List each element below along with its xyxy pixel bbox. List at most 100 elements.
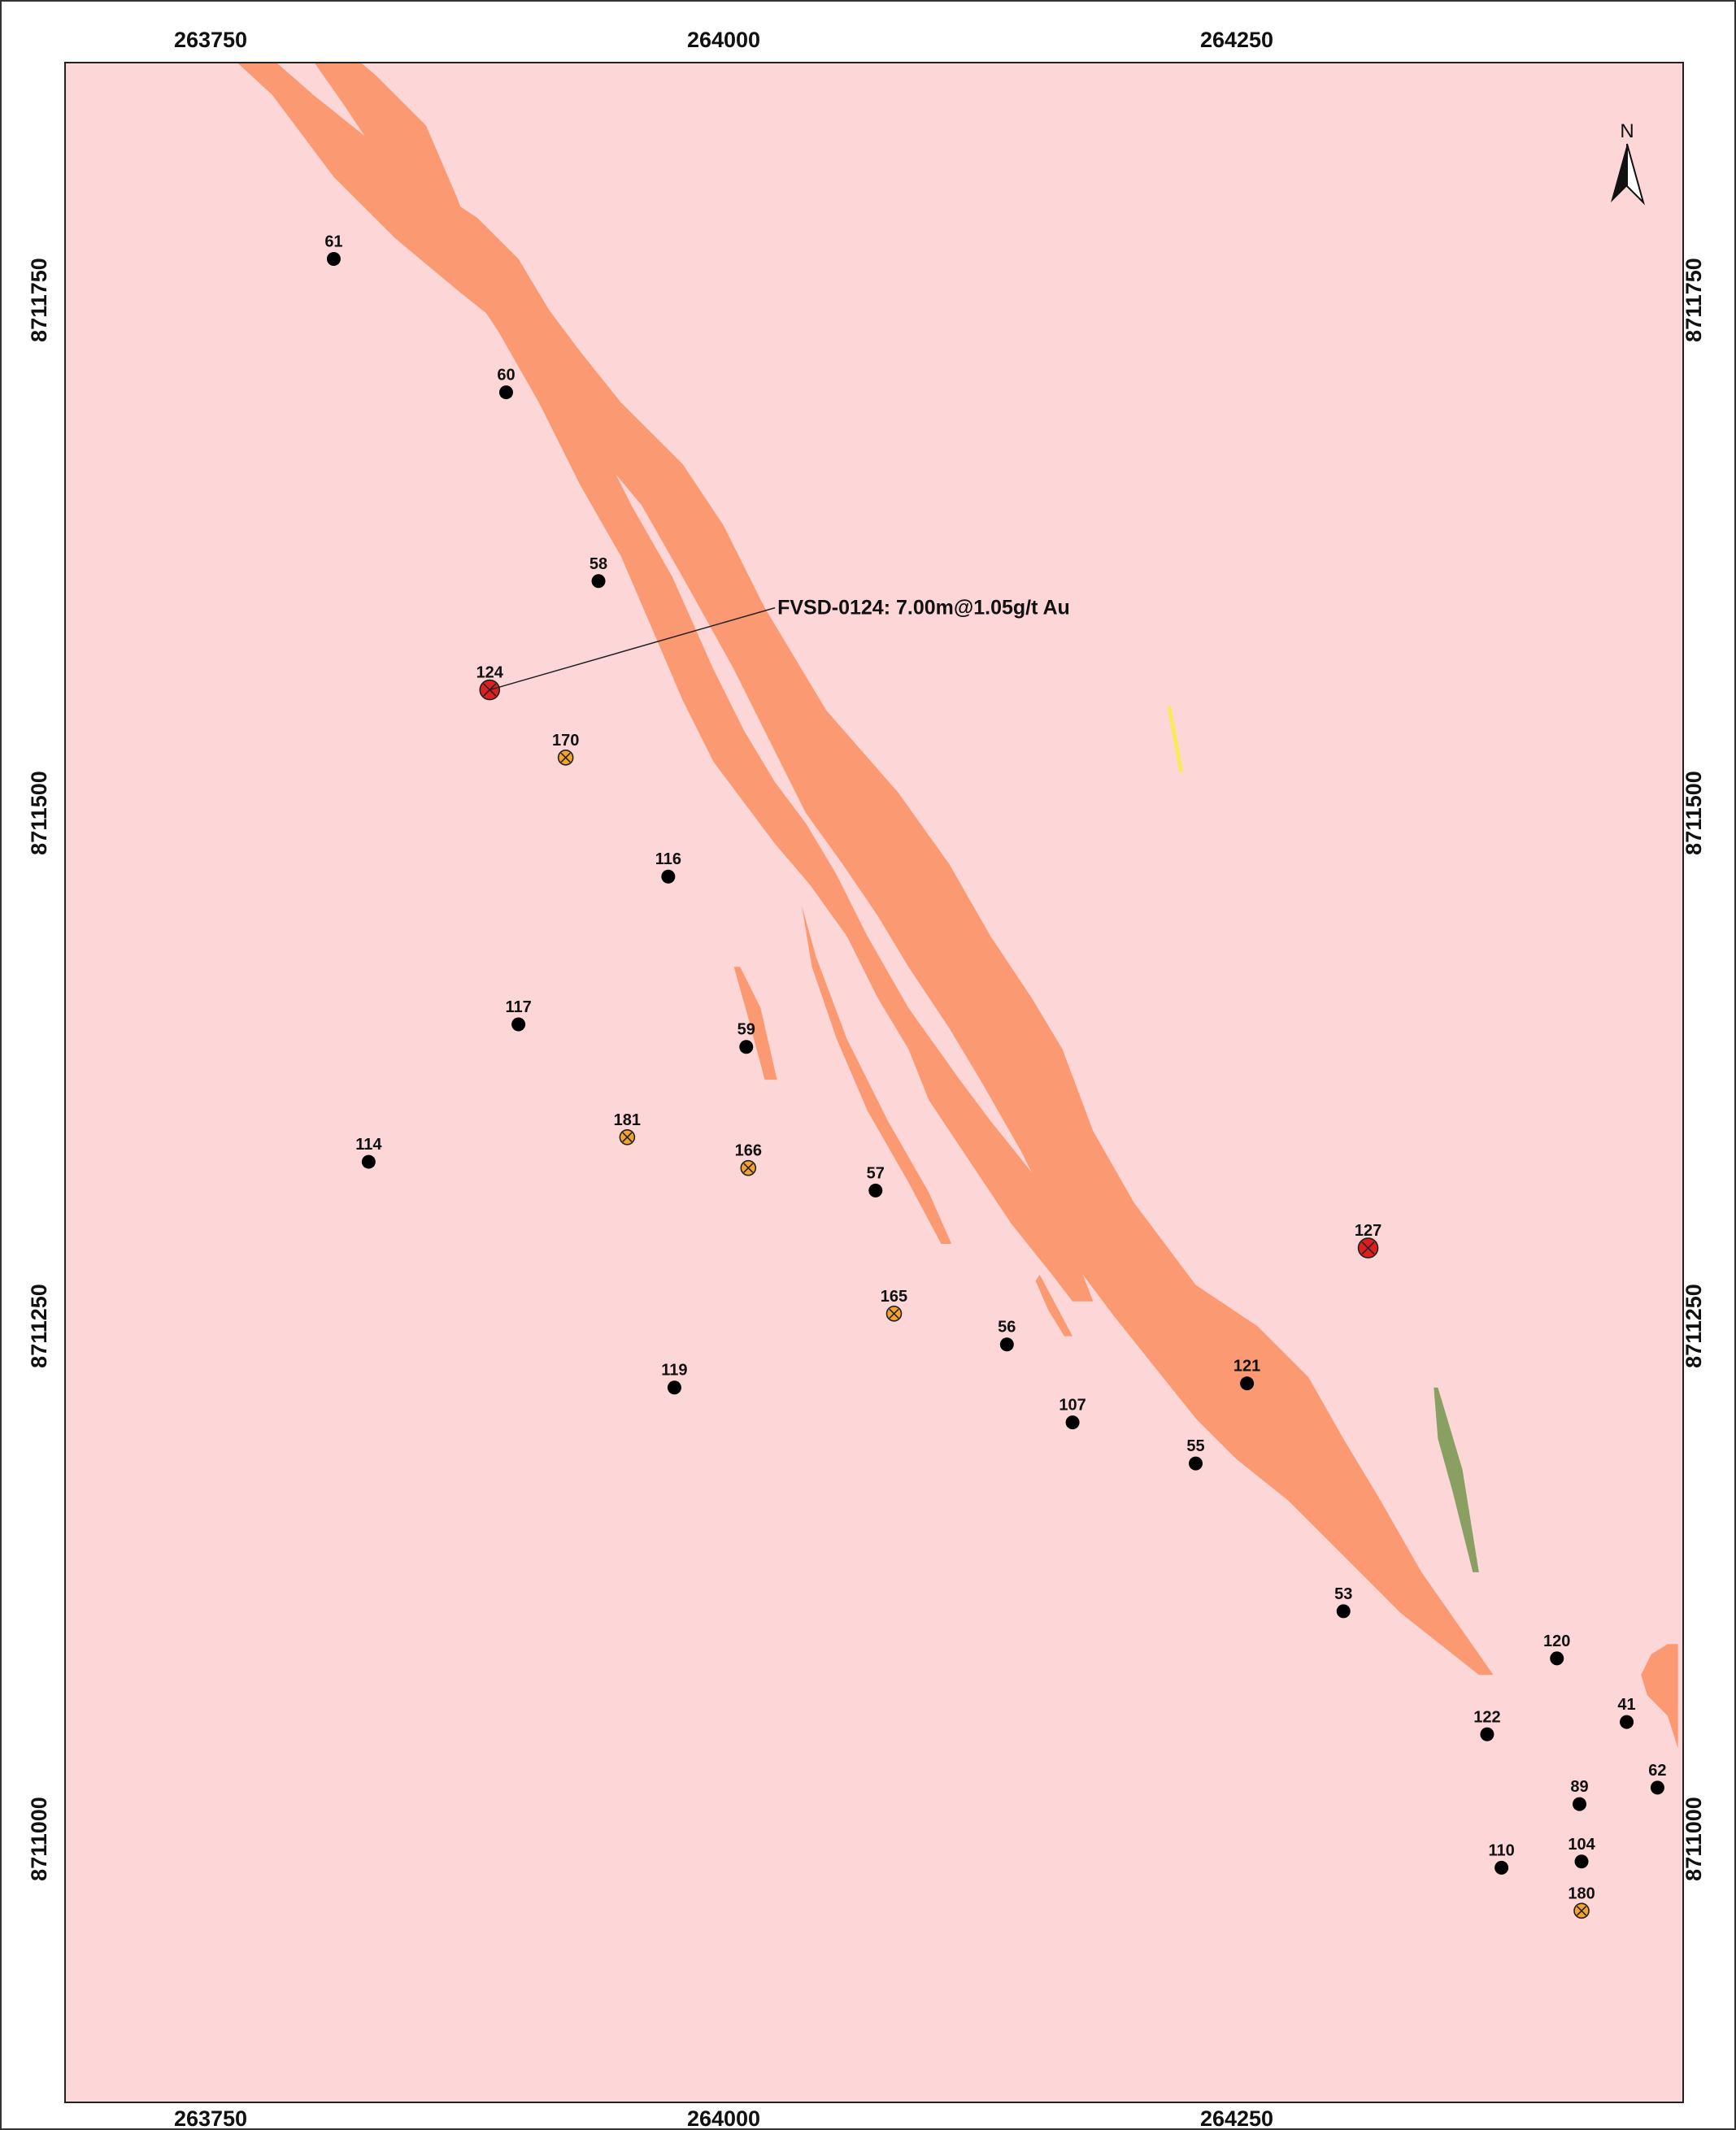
drillhole-label: 121 (1233, 1358, 1260, 1376)
green-unit-1 (1434, 1387, 1479, 1572)
callout-label: FVSD-0124: 7.00m@1.05g/t Au (777, 597, 1070, 619)
drillhole-dot-icon (326, 252, 341, 267)
x-tick-top: 264000 (687, 28, 760, 52)
drillhole-label: 181 (614, 1111, 641, 1129)
drillhole-label: 124 (476, 664, 504, 682)
drillhole-104[interactable]: 104 (1568, 1836, 1596, 1869)
drillhole-label: 89 (1570, 1778, 1588, 1796)
drillhole-121[interactable]: 121 (1233, 1358, 1260, 1391)
drillhole-dot-icon (1620, 1715, 1634, 1729)
callout-leader-line (489, 606, 776, 691)
drillhole-58[interactable]: 58 (590, 555, 607, 589)
drillhole-114[interactable]: 114 (355, 1136, 382, 1169)
mineralized-hole-icon (1357, 1237, 1379, 1258)
drillhole-label: 107 (1059, 1397, 1086, 1415)
x-tick-top: 263750 (174, 28, 247, 52)
drillhole-dot-icon (1574, 1854, 1589, 1869)
drillhole-120[interactable]: 120 (1543, 1632, 1570, 1666)
y-tick-left: 8711750 (27, 258, 51, 342)
drillhole-122[interactable]: 122 (1473, 1708, 1501, 1741)
geology-layer (237, 63, 1678, 1749)
drillhole-dot-icon (1650, 1780, 1664, 1795)
drillhole-60[interactable]: 60 (497, 367, 516, 400)
drillhole-dot-icon (361, 1154, 376, 1169)
drillhole-label: 127 (1355, 1222, 1381, 1240)
drillhole-53[interactable]: 53 (1334, 1585, 1352, 1619)
drillhole-57[interactable]: 57 (867, 1164, 885, 1198)
drillhole-label: 41 (1617, 1696, 1635, 1714)
drillhole-label: 58 (590, 555, 607, 573)
x-tick-bottom: 263750 (174, 2106, 247, 2130)
drillhole-170[interactable]: 170 (552, 732, 579, 766)
north-arrow-icon (1611, 143, 1645, 206)
drillhole-label: 59 (737, 1021, 755, 1039)
drillhole-label: 119 (661, 1362, 687, 1380)
x-tick-bottom: 264000 (687, 2106, 760, 2130)
y-tick-right: 8711750 (1682, 258, 1706, 342)
drillhole-dot-icon (498, 385, 513, 400)
drillhole-41[interactable]: 41 (1617, 1696, 1636, 1729)
y-tick-right: 8711500 (1682, 771, 1706, 855)
north-arrow-label: N (1620, 120, 1634, 142)
drillhole-dot-icon (1065, 1415, 1080, 1430)
drillhole-label: 110 (1488, 1841, 1514, 1859)
drillhole-119[interactable]: 119 (661, 1362, 688, 1395)
wells-layer: 61 60 58 124 170 116 117 59 181 114 166 57 127 165 56 1… (324, 233, 1667, 1919)
drillhole-180[interactable]: 180 (1568, 1884, 1595, 1919)
drillhole-181[interactable]: 181 (614, 1111, 641, 1145)
y-tick-right: 8711000 (1682, 1797, 1706, 1881)
drillhole-label: 122 (1473, 1708, 1500, 1726)
drillhole-dot-icon (1495, 1860, 1509, 1875)
drillhole-56[interactable]: 56 (998, 1319, 1016, 1352)
drillhole-dot-icon (667, 1380, 681, 1395)
drillhole-116[interactable]: 116 (655, 850, 681, 884)
north-arrow: N (1611, 120, 1645, 206)
x-tick-bottom: 264250 (1200, 2106, 1273, 2130)
drillhole-55[interactable]: 55 (1186, 1437, 1205, 1471)
drillhole-127[interactable]: 127 (1355, 1222, 1381, 1258)
drillhole-label: 120 (1543, 1632, 1570, 1650)
drillhole-dot-icon (661, 869, 676, 884)
pending-hole-icon (885, 1306, 903, 1322)
ore-vein-splinter-3 (1035, 1274, 1073, 1337)
drillhole-dot-icon (591, 574, 606, 589)
ore-vein-2 (314, 63, 1094, 1302)
ore-vein-splinter-1 (733, 967, 777, 1080)
drillhole-61[interactable]: 61 (324, 233, 343, 267)
drillhole-label: 62 (1648, 1762, 1666, 1780)
pending-hole-icon (740, 1159, 757, 1176)
pending-hole-icon (557, 750, 574, 766)
x-tick-top: 264250 (1200, 28, 1273, 52)
drillhole-dot-icon (511, 1017, 526, 1032)
map-neatline (64, 62, 1684, 2103)
drillhole-dot-icon (739, 1040, 754, 1054)
drillhole-165[interactable]: 165 (881, 1288, 907, 1322)
drillhole-107[interactable]: 107 (1059, 1397, 1086, 1430)
drillhole-label: 55 (1186, 1437, 1204, 1455)
drillhole-label: 61 (324, 233, 342, 251)
drillhole-166[interactable]: 166 (735, 1142, 762, 1176)
drillhole-59[interactable]: 59 (737, 1021, 755, 1054)
drillhole-dot-icon (1550, 1651, 1564, 1666)
drillhole-label: 165 (881, 1288, 907, 1306)
pending-hole-icon (1573, 1902, 1590, 1919)
drillhole-label: 114 (355, 1136, 382, 1154)
drillhole-label: 53 (1334, 1585, 1352, 1603)
drillhole-110[interactable]: 110 (1488, 1841, 1515, 1875)
drillhole-117[interactable]: 117 (505, 998, 532, 1032)
drillhole-62[interactable]: 62 (1648, 1762, 1667, 1795)
yellow-unit-1 (1167, 706, 1184, 772)
graticule-labels: 263750 263750 264000 264000 264250 264250 8711… (27, 28, 1706, 2130)
y-tick-left: 8711500 (27, 771, 51, 855)
y-tick-right: 8711250 (1682, 1284, 1706, 1368)
drillhole-label: 116 (655, 850, 681, 868)
drillhole-label: 104 (1568, 1836, 1595, 1854)
map-area (65, 63, 1683, 2102)
y-tick-left: 8711250 (27, 1284, 51, 1368)
drillhole-label: 117 (505, 998, 531, 1016)
drillhole-89[interactable]: 89 (1570, 1778, 1589, 1811)
ore-vein-1 (237, 63, 1494, 1676)
